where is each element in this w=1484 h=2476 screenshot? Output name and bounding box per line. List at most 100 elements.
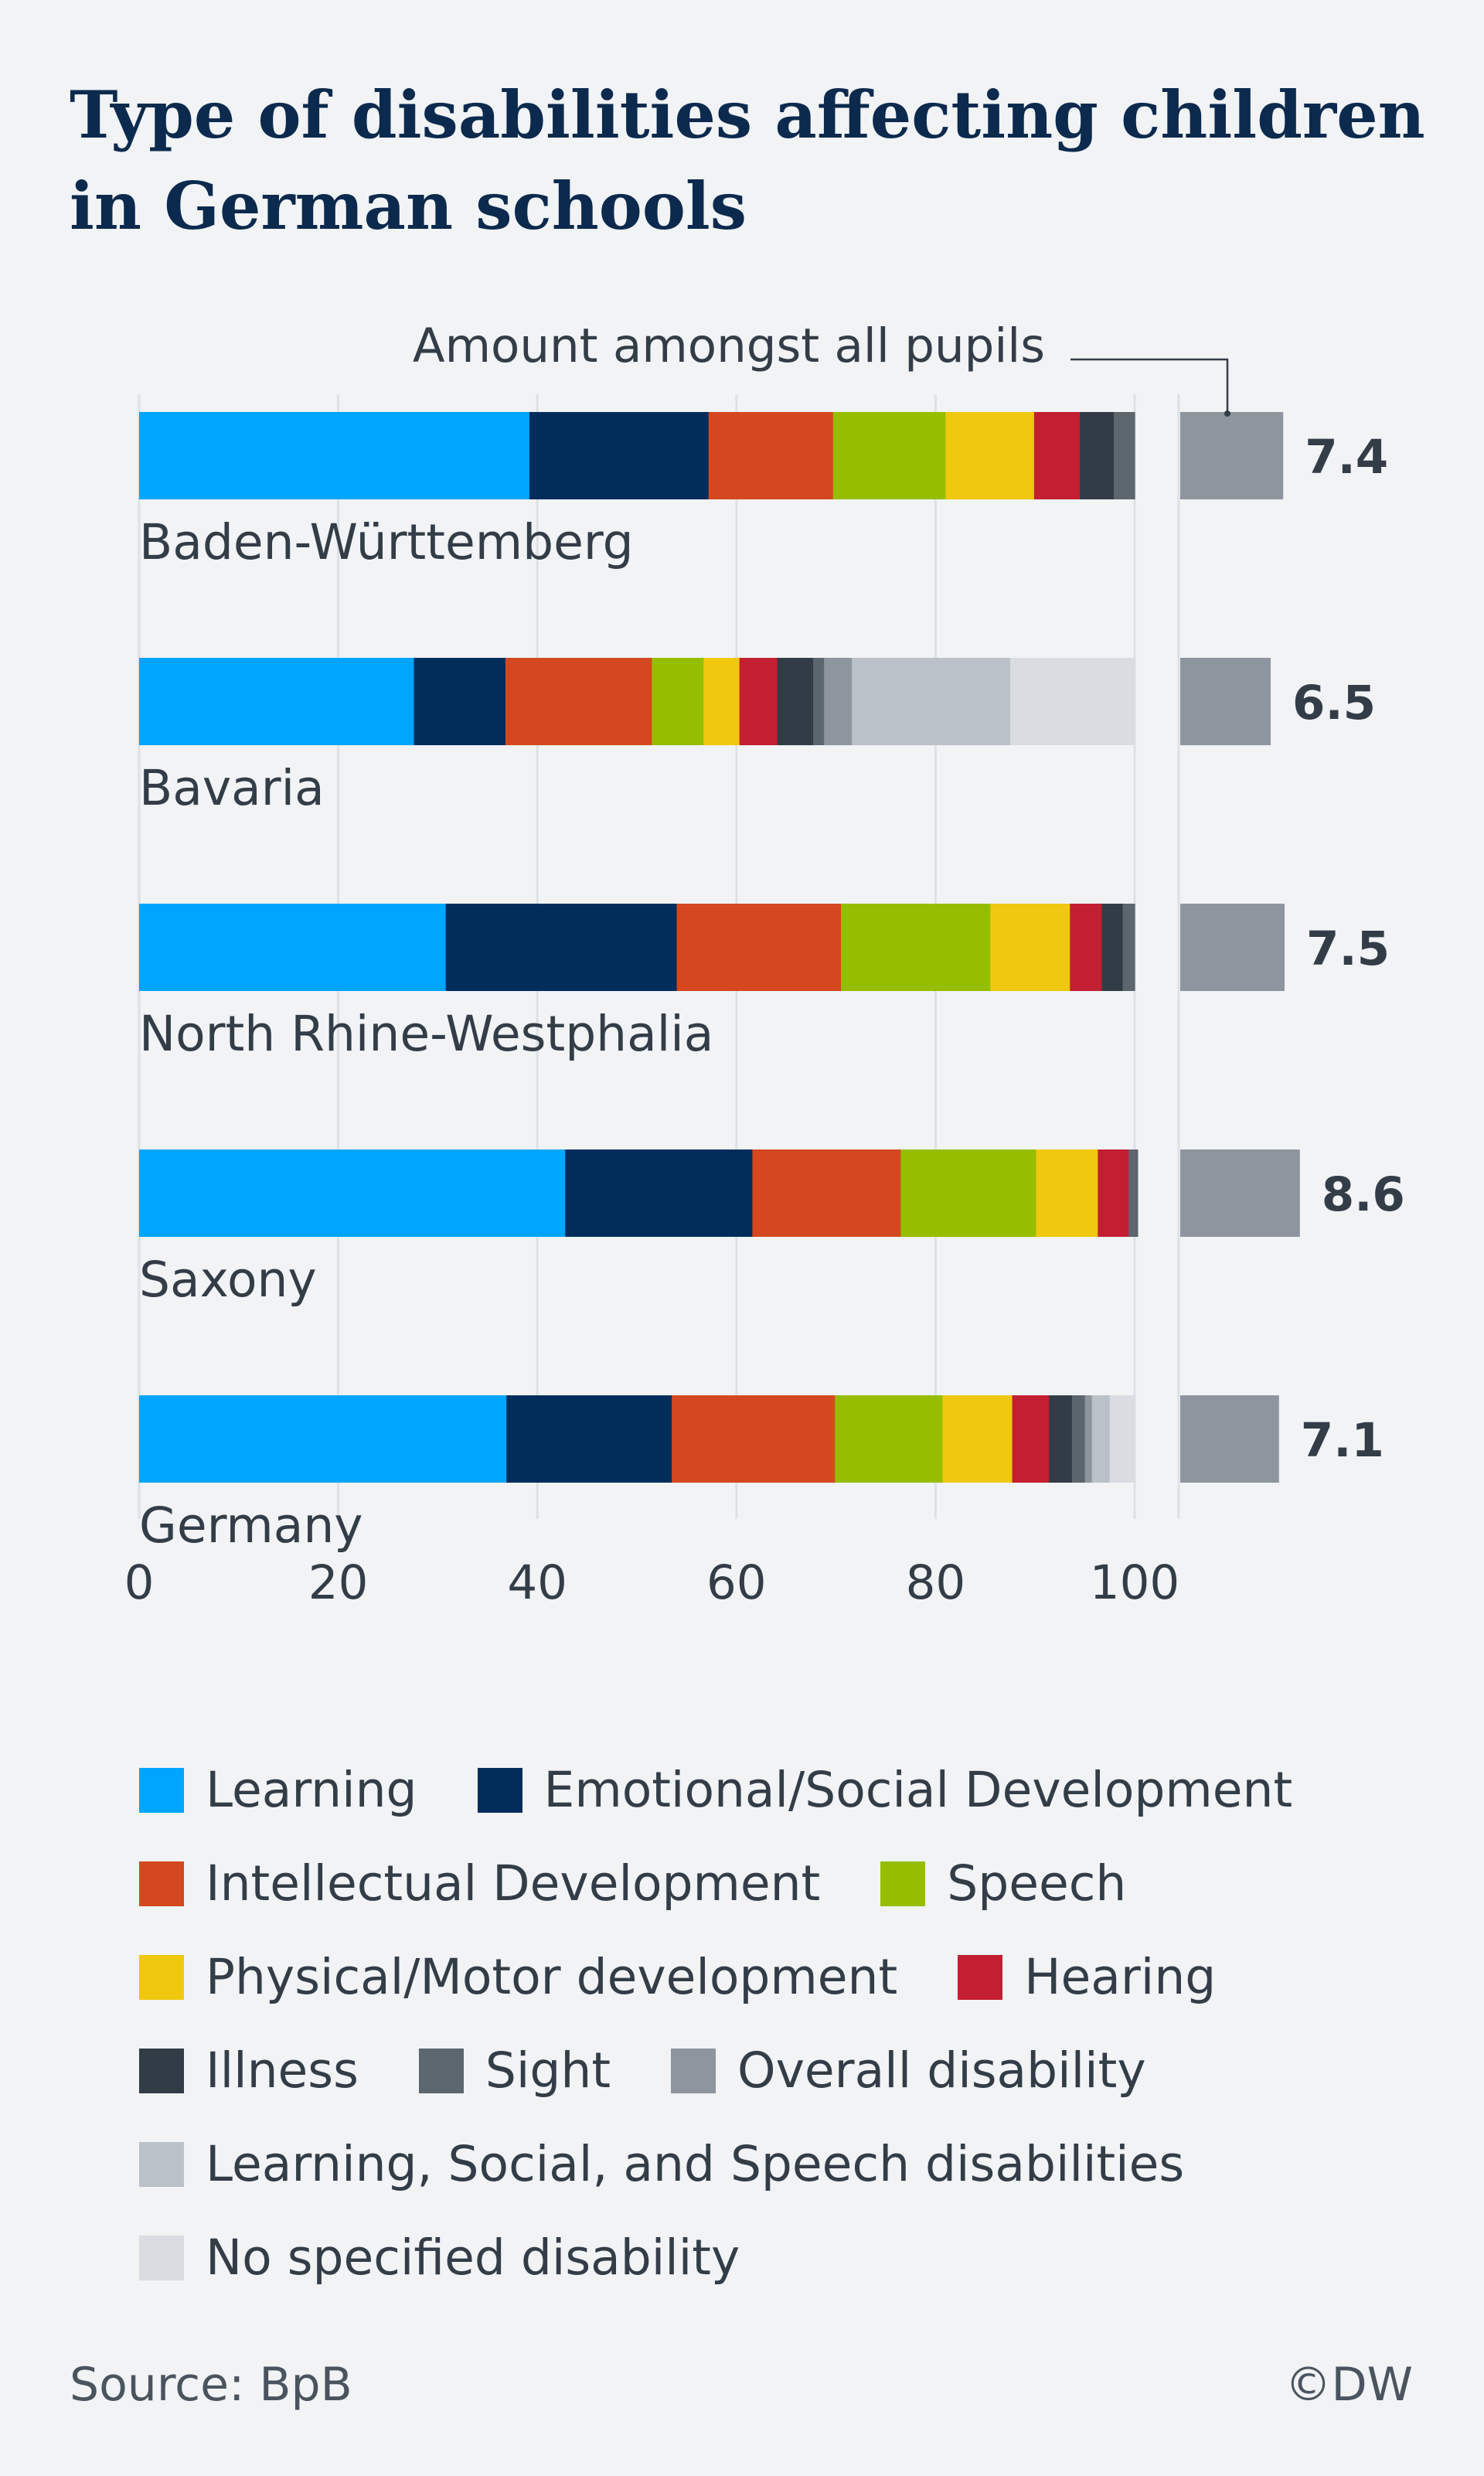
legend-item: Intellectual Development: [139, 1855, 820, 1912]
side-bar-group: 7.4 6.5 7.5 8.6 7.1: [1180, 412, 1405, 1483]
bar-segment: [900, 1149, 1037, 1237]
bar-segment: [652, 658, 704, 745]
bar-segment: [752, 1149, 901, 1237]
legend-row: Physical/Motor development Hearing: [139, 1930, 1414, 2024]
bar-segment: [1109, 1395, 1135, 1483]
bar-segment: [139, 412, 530, 499]
bar-segment: [1091, 1395, 1111, 1483]
bar-segment: [1084, 1395, 1093, 1483]
label-group: Amount amongst all pupils Baden-Württembe…: [139, 318, 1230, 1554]
legend-item: Physical/Motor development: [139, 1949, 897, 2005]
legend-label: Illness: [206, 2042, 359, 2099]
legend-label: Learning: [206, 1762, 417, 1818]
bar-segment: [1033, 412, 1081, 499]
chart-title: Type of disabilities affecting children …: [70, 77, 1425, 244]
legend-swatch: [139, 1861, 184, 1906]
x-tick-label: 20: [308, 1555, 369, 1610]
legend-label: Overall disability: [737, 2042, 1146, 2099]
bar-segment: [1128, 1149, 1139, 1237]
bar-segment: [841, 904, 991, 991]
bar-segment: [1012, 1395, 1050, 1483]
legend-swatch: [418, 2048, 464, 2093]
legend-row: Illness Sight Overall disability: [139, 2024, 1414, 2117]
bar-segment: [414, 658, 506, 745]
bar-segment: [445, 904, 678, 991]
bar-segment: [1010, 658, 1135, 745]
legend-row: Learning, Social, and Speech disabilitie…: [139, 2117, 1414, 2211]
legend-swatch: [958, 1954, 1003, 2000]
legend-item: Illness: [139, 2042, 359, 2099]
side-bar: [1180, 412, 1284, 499]
x-tick-label: 60: [706, 1555, 767, 1610]
bar-segment: [506, 1395, 672, 1483]
legend-swatch: [139, 2141, 184, 2187]
legend-label: Hearing: [1024, 1949, 1217, 2005]
legend-row: Intellectual Development Speech: [139, 1837, 1414, 1930]
bar-segment: [739, 658, 778, 745]
x-tick-label: 100: [1090, 1555, 1179, 1610]
source-note: Source: BpB: [70, 2358, 352, 2412]
bar-segment: [139, 1395, 507, 1483]
bar-segment: [505, 658, 652, 745]
legend-row: No specified disability: [139, 2211, 1414, 2304]
bar-segment: [1113, 412, 1135, 499]
bar-segment: [565, 1149, 754, 1237]
bar-segment: [529, 412, 710, 499]
legend-swatch: [477, 1767, 522, 1813]
legend-swatch: [671, 2048, 716, 2093]
side-bar: [1180, 1149, 1300, 1237]
legend-swatch: [139, 1954, 184, 2000]
legend-item: Emotional/Social Development: [477, 1762, 1293, 1818]
side-bar: [1180, 1395, 1279, 1483]
bar-segment: [1049, 1395, 1073, 1483]
bar-segment: [1101, 904, 1124, 991]
category-label: Bavaria: [139, 760, 325, 816]
side-bar-value: 7.1: [1301, 1413, 1384, 1468]
side-bar: [1180, 904, 1285, 991]
side-bar-title: Amount amongst all pupils: [413, 318, 1045, 373]
bar-segment: [1036, 1149, 1098, 1237]
legend-label: Speech: [947, 1855, 1127, 1912]
legend-swatch: [880, 1861, 926, 1906]
side-bar-value: 8.6: [1322, 1167, 1405, 1222]
legend-swatch: [139, 1767, 184, 1813]
bar-segment: [945, 412, 1035, 499]
legend-item: Hearing: [958, 1949, 1216, 2005]
bar-segment: [812, 658, 825, 745]
x-tick-label: 40: [507, 1555, 567, 1610]
bar-segment: [139, 658, 415, 745]
bar-segment: [990, 904, 1070, 991]
side-bar-connector: [1070, 358, 1229, 414]
side-bar-value: 7.4: [1305, 430, 1388, 485]
bar-segment: [1070, 904, 1103, 991]
legend-label: Learning, Social, and Speech disabilitie…: [206, 2136, 1185, 2192]
bar-segment: [676, 904, 842, 991]
legend-label: Emotional/Social Development: [543, 1762, 1293, 1818]
legend-item: Learning, Social, and Speech disabilitie…: [139, 2136, 1184, 2192]
bar-segment: [1071, 1395, 1086, 1483]
bar-segment: [852, 658, 1011, 745]
legend-swatch: [139, 2048, 184, 2093]
stacked-bar-chart: 7.4 6.5 7.5 8.6 7.1 Amount amongst all pupil…: [124, 318, 1405, 1610]
bar-segment: [1098, 1149, 1129, 1237]
bar-segment: [824, 658, 853, 745]
legend-item: Sight: [418, 2042, 611, 2099]
legend-label: No specified disability: [206, 2229, 740, 2286]
legend-label: Sight: [485, 2042, 611, 2099]
bar-segment: [1080, 412, 1115, 499]
legend-label: Intellectual Development: [206, 1855, 821, 1912]
x-tick-label: 80: [906, 1555, 966, 1610]
side-bar: [1180, 658, 1271, 745]
bar-segment: [708, 412, 834, 499]
connector-dot: [1224, 410, 1230, 417]
legend-item: Speech: [880, 1855, 1126, 1912]
bar-segment: [832, 412, 946, 499]
category-label: Germany: [139, 1497, 363, 1554]
bar-segment: [1122, 904, 1135, 991]
legend-item: No specified disability: [139, 2229, 740, 2286]
side-bar-value: 7.5: [1306, 921, 1390, 976]
category-label: Saxony: [139, 1252, 317, 1308]
bar-segment: [139, 904, 447, 991]
bar-segment: [942, 1395, 1013, 1483]
bar-segment: [139, 1149, 566, 1237]
